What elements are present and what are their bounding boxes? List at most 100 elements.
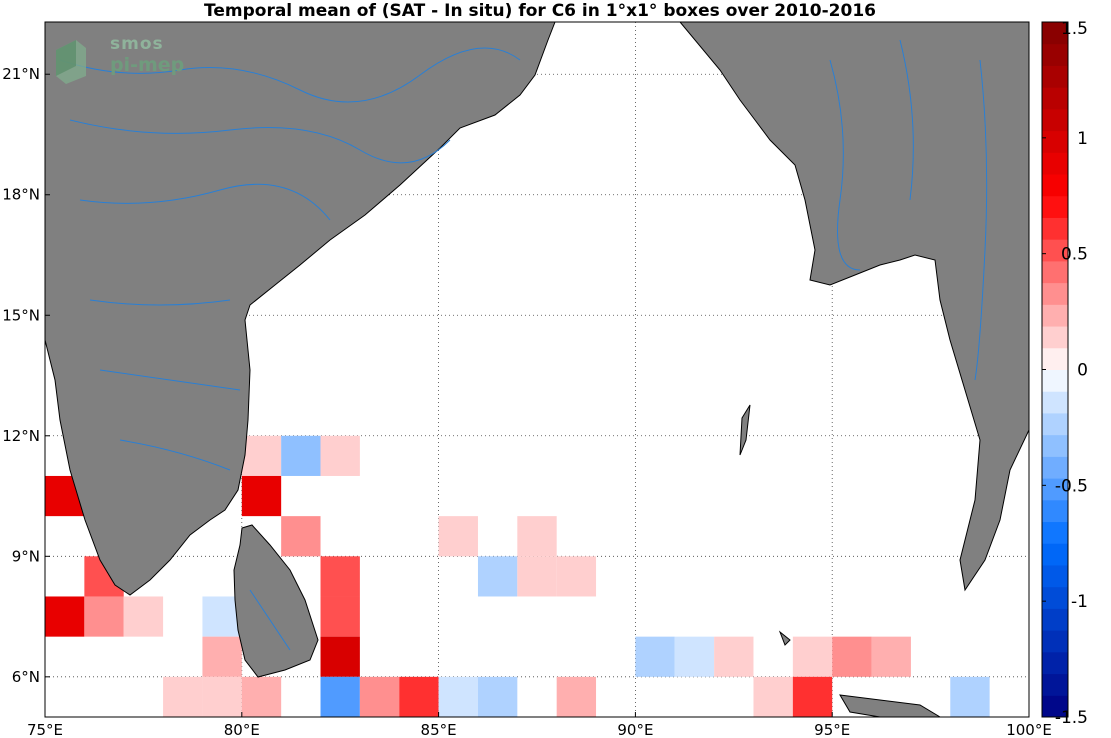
colorbar-segment bbox=[1042, 65, 1068, 88]
colorbar-segment bbox=[1042, 673, 1068, 696]
colorbar-segment bbox=[1042, 108, 1068, 132]
colorbar-tick-label: 0.5 bbox=[1061, 245, 1088, 265]
heatmap-cell bbox=[320, 596, 360, 637]
heatmap-cells bbox=[45, 435, 990, 717]
map-title: Temporal mean of (SAT - In situ) for C6 … bbox=[204, 1, 876, 21]
x-tick-label: 80°E bbox=[224, 721, 260, 738]
colorbar-segment bbox=[1042, 608, 1068, 631]
y-tick-label: 9°N bbox=[12, 547, 40, 565]
heatmap-cell bbox=[477, 676, 518, 717]
colorbar-segment bbox=[1042, 347, 1068, 370]
heatmap-cell bbox=[320, 435, 360, 476]
heatmap-cell bbox=[281, 435, 321, 476]
map-frame-border bbox=[44, 21, 1030, 718]
colorbar-segment bbox=[1042, 239, 1068, 262]
colorbar-segment bbox=[1042, 22, 1068, 45]
colorbar-segment bbox=[1042, 195, 1068, 218]
colorbar-tick-label: 1 bbox=[1077, 129, 1088, 149]
colorbar-segment bbox=[1042, 87, 1068, 110]
colorbar-tick-label: -1 bbox=[1071, 592, 1088, 612]
logo-icon bbox=[56, 40, 86, 84]
x-tick-label: 85°E bbox=[421, 721, 457, 738]
heatmap-cell bbox=[202, 636, 242, 677]
heatmap-cell bbox=[792, 676, 833, 717]
colorbar-segment bbox=[1042, 152, 1068, 175]
heatmap-cell bbox=[635, 636, 675, 677]
colorbar-segment bbox=[1042, 282, 1068, 305]
heatmap-cell bbox=[123, 596, 164, 637]
sri-lanka-landmass bbox=[233, 524, 319, 678]
y-tick-label: 6°N bbox=[12, 668, 40, 686]
heatmap-cell bbox=[359, 676, 400, 717]
heatmap-cell bbox=[163, 676, 203, 717]
heatmap-cell bbox=[320, 556, 360, 597]
heatmap-cell bbox=[45, 596, 85, 637]
colorbar-segment bbox=[1042, 326, 1068, 349]
heatmap-cell bbox=[556, 676, 597, 717]
heatmap-cell bbox=[714, 636, 754, 677]
colorbar-segment bbox=[1042, 695, 1068, 718]
heatmap-cell bbox=[438, 676, 478, 717]
colorbar-segment bbox=[1042, 478, 1068, 501]
bangladesh-myanmar-landmass bbox=[678, 21, 1030, 592]
colorbar-tick-label: -1.5 bbox=[1055, 708, 1088, 728]
heatmap-cell bbox=[438, 516, 478, 557]
heatmap-cell bbox=[241, 475, 282, 517]
y-tick-label: 21°N bbox=[2, 65, 40, 83]
logo-text-pimep: pi-mep bbox=[110, 54, 185, 76]
y-tick-label: 18°N bbox=[2, 186, 40, 204]
y-tick-label: 12°N bbox=[2, 427, 40, 445]
heatmap-cell bbox=[517, 556, 557, 597]
heatmap-cell bbox=[399, 676, 439, 717]
heatmap-cell bbox=[517, 516, 557, 557]
land-masses bbox=[44, 21, 1030, 718]
island-marker-2 bbox=[778, 630, 791, 646]
heatmap-cell bbox=[792, 636, 833, 677]
heatmap-cell bbox=[241, 435, 282, 476]
y-tick-label: 15°N bbox=[2, 306, 40, 324]
logo-text-smos: smos bbox=[110, 34, 164, 54]
colorbar-segment bbox=[1042, 499, 1068, 523]
colorbar-segment bbox=[1042, 521, 1068, 544]
heatmap-cell bbox=[950, 676, 990, 717]
heatmap-cell bbox=[202, 676, 242, 717]
x-tick-label: 90°E bbox=[617, 721, 653, 738]
heatmap-cell bbox=[832, 636, 872, 677]
colorbar-segment bbox=[1042, 434, 1068, 457]
colorbar-segment bbox=[1042, 586, 1068, 609]
colorbar-segment bbox=[1042, 43, 1068, 66]
heatmap-cell bbox=[871, 636, 911, 677]
colorbar-segment bbox=[1042, 217, 1068, 240]
colorbar-segment bbox=[1042, 564, 1068, 588]
colorbar-tick-label: -0.5 bbox=[1055, 476, 1088, 496]
colorbar-tick-label: 0 bbox=[1077, 361, 1088, 381]
heatmap-cell bbox=[320, 676, 360, 717]
axis-ticks: 75°E 80°E 85°E 90°E 95°E 100°E 6°N 9°N 12°N 15°N 1… bbox=[2, 65, 1052, 738]
heatmap-cell bbox=[320, 636, 360, 677]
colorbar-segment bbox=[1042, 304, 1068, 327]
smos-pi-mep-logo: smos pi-mep bbox=[52, 34, 202, 86]
heatmap-cell bbox=[477, 556, 518, 597]
colorbar-segment bbox=[1042, 369, 1068, 392]
heatmap-cell bbox=[84, 596, 124, 637]
india-landmass bbox=[44, 21, 556, 596]
heatmap-cell bbox=[556, 556, 597, 597]
colorbar-tick-label: 1.5 bbox=[1061, 19, 1088, 39]
heatmap-cell bbox=[753, 676, 793, 717]
colorbar-segment bbox=[1042, 456, 1068, 479]
colorbar-segment bbox=[1042, 130, 1068, 153]
x-tick-label: 100°E bbox=[1006, 721, 1052, 738]
colorbar: 1.5 1 0.5 0 -0.5 -1 -1.5 bbox=[1041, 19, 1088, 728]
colorbar-segment bbox=[1042, 260, 1068, 284]
colorbar-segment bbox=[1042, 630, 1068, 653]
x-tick-label: 95°E bbox=[814, 721, 850, 738]
heatmap-cell bbox=[674, 636, 715, 677]
colorbar-segment bbox=[1042, 543, 1068, 566]
island-marker-1 bbox=[739, 404, 751, 456]
rivers bbox=[59, 39, 988, 651]
heatmap-cell bbox=[281, 516, 321, 557]
colorbar-segment bbox=[1042, 174, 1068, 197]
heatmap-cell bbox=[241, 676, 282, 717]
colorbar-segment bbox=[1042, 412, 1068, 436]
